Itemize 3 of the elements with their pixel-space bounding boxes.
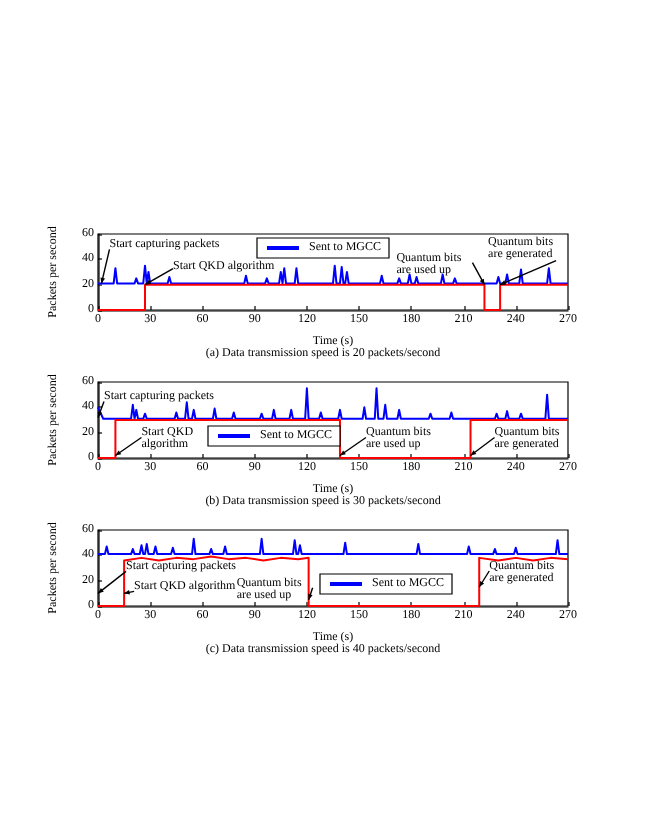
line-series: [97, 387, 569, 420]
line-series: [97, 264, 569, 285]
line-series: [97, 537, 569, 556]
